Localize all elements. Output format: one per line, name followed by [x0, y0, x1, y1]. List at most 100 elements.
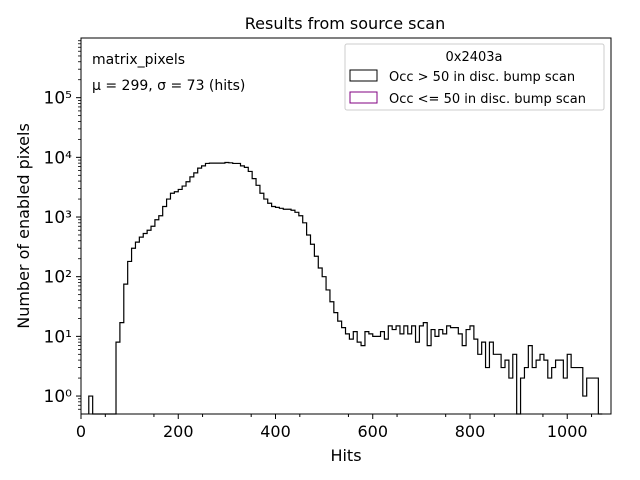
histogram-bin [349, 339, 353, 414]
y-tick-label: 10¹ [44, 327, 72, 347]
histogram-bin [462, 346, 466, 414]
legend-swatch-occ-gt-50 [349, 69, 378, 82]
y-axis-label: Number of enabled pixels [14, 123, 33, 329]
histogram-bin [307, 235, 311, 414]
histogram-bin [268, 203, 272, 414]
legend-box [344, 43, 605, 111]
histogram-bin [276, 207, 280, 414]
histogram-bin [260, 193, 264, 414]
histogram-bin [190, 177, 194, 414]
histogram-bin [591, 378, 595, 414]
histogram-bin [408, 334, 412, 414]
histogram-bin [334, 313, 338, 414]
histogram-bin [427, 346, 431, 414]
histogram-bin [381, 332, 385, 414]
legend-swatch-occ-le-50 [349, 91, 378, 104]
histogram-bin [283, 209, 287, 414]
histogram-bin [575, 368, 579, 414]
y-tick-label: 10² [44, 268, 72, 288]
histogram-bin [147, 230, 151, 414]
histogram-bin [151, 226, 155, 414]
legend-title: 0x2403a [445, 50, 502, 65]
histogram-bin [167, 199, 171, 414]
histogram-bars [88, 161, 603, 415]
histogram-bin [342, 328, 346, 414]
histogram-bin [493, 354, 497, 414]
y-axis-ticks: 10⁰ 10¹ 10² 10³ 10⁴ 10⁵ [44, 40, 81, 410]
y-tick-label: 10⁰ [44, 387, 73, 407]
x-axis-ticks: 0 200 400 600 800 1000 [76, 414, 593, 441]
histogram-bin [170, 193, 174, 414]
histogram-bin [451, 328, 455, 414]
histogram-bin [369, 334, 373, 414]
histogram-bin [571, 368, 575, 414]
histogram-bin [447, 326, 451, 414]
histogram-bin [163, 207, 167, 414]
chart-title: Results from source scan [245, 14, 445, 33]
y-tick-label: 10⁴ [44, 148, 73, 168]
histogram-bin [330, 302, 334, 414]
histogram-bin [240, 166, 244, 414]
histogram-bin [346, 334, 350, 414]
histogram-bin [314, 256, 318, 414]
x-tick-label: 200 [163, 422, 194, 441]
dataset-annotation: matrix_pixels [92, 52, 185, 68]
histogram-bin [540, 354, 544, 414]
histogram-bin [159, 216, 163, 414]
histogram-bin [435, 336, 439, 414]
histogram-bin [338, 321, 342, 414]
histogram-bin [132, 248, 136, 414]
histogram-bin [439, 330, 443, 414]
histogram-bin [178, 189, 182, 414]
histogram-bin [291, 210, 295, 414]
histogram-bin [311, 244, 315, 414]
histogram-bin [404, 326, 408, 414]
histogram-bin [229, 163, 233, 414]
histogram-bin [287, 209, 291, 414]
histogram-bin [373, 336, 377, 414]
x-tick-label: 800 [455, 422, 486, 441]
series-1 [88, 161, 603, 415]
histogram-bin [233, 163, 237, 414]
histogram-bin [279, 208, 283, 414]
histogram-bin [532, 368, 536, 414]
histogram-bin [217, 163, 221, 414]
histogram-bin [361, 346, 365, 414]
histogram-bin [416, 342, 420, 414]
histogram-bin [396, 326, 400, 414]
histogram-bin [548, 378, 552, 414]
histogram-bin [143, 233, 147, 414]
x-tick-label: 0 [76, 422, 86, 441]
histogram-bin [326, 290, 330, 414]
histogram-bin [318, 268, 322, 414]
histogram-bin [213, 163, 217, 414]
x-tick-label: 1000 [547, 422, 588, 441]
histogram-bin [454, 328, 458, 414]
histogram-bin [198, 168, 202, 414]
histogram-bin [209, 163, 213, 414]
stats-annotation: μ = 299, σ = 73 (hits) [92, 78, 245, 94]
histogram-bin [139, 237, 143, 414]
series-outline [88, 161, 603, 415]
histogram-bin [443, 334, 447, 414]
x-tick-label: 400 [260, 422, 291, 441]
histogram-bin [357, 342, 361, 414]
histogram-bin [478, 354, 482, 414]
histogram-bin [237, 163, 241, 414]
histogram-bin [155, 220, 159, 414]
x-tick-label: 600 [357, 422, 388, 441]
histogram-bin [384, 339, 388, 414]
histogram-bin [174, 192, 178, 414]
histogram-bin [202, 166, 206, 414]
histogram-bin [353, 332, 357, 414]
legend-label-occ-gt-50: Occ > 50 in disc. bump scan [389, 70, 575, 85]
histogram-bin [392, 330, 396, 414]
histogram-bin [135, 242, 139, 414]
histogram-bin [194, 173, 198, 414]
histogram-bin [225, 162, 229, 414]
histogram-bin [295, 212, 299, 414]
x-axis-label: Hits [330, 446, 361, 465]
histogram-bin [501, 368, 505, 414]
y-tick-label: 10⁵ [44, 89, 72, 109]
